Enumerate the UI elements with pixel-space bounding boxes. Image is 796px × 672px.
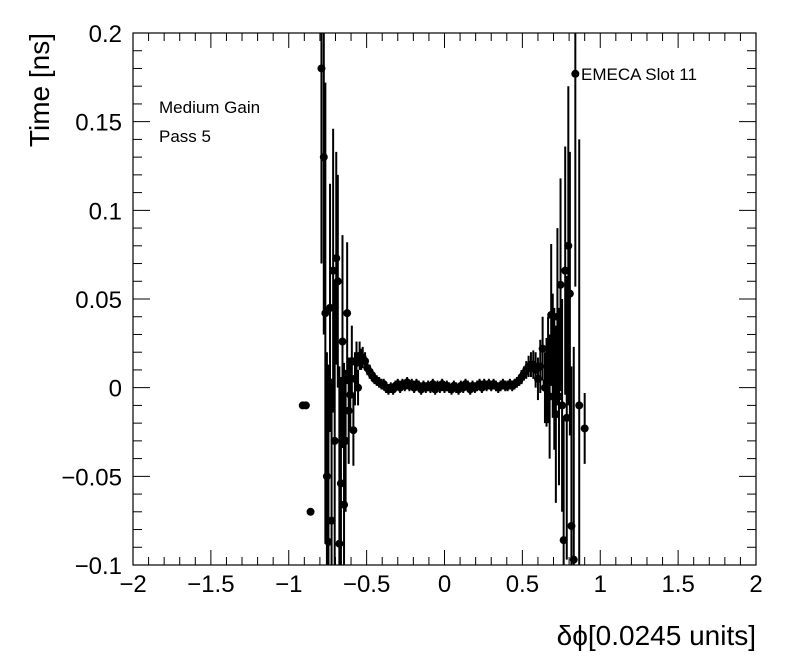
data-point bbox=[301, 401, 310, 410]
data-point bbox=[559, 536, 568, 545]
y-tick-label: 0.05 bbox=[75, 287, 122, 314]
data-point bbox=[575, 401, 584, 410]
data-point bbox=[332, 254, 341, 263]
x-axis-title: δϕ[0.0245 units] bbox=[557, 620, 756, 651]
data-point bbox=[349, 426, 358, 435]
data-point bbox=[336, 479, 345, 488]
y-tick-label: −0.1 bbox=[75, 553, 122, 580]
data-point bbox=[565, 289, 574, 298]
y-tick-label: 0 bbox=[109, 376, 122, 403]
data-point bbox=[551, 410, 560, 419]
data-point bbox=[335, 539, 344, 548]
y-tick-label: 0.2 bbox=[89, 21, 122, 48]
data-point bbox=[554, 392, 563, 401]
x-tick-label: 0.5 bbox=[506, 571, 539, 598]
x-tick-label: 1.5 bbox=[661, 571, 694, 598]
data-point bbox=[340, 500, 349, 509]
y-axis-title: Time [ns] bbox=[24, 33, 55, 147]
x-tick-label: −2 bbox=[119, 571, 146, 598]
data-point bbox=[354, 383, 363, 392]
data-point bbox=[306, 507, 315, 516]
x-tick-label: −1.5 bbox=[187, 571, 234, 598]
x-tick-label: −0.5 bbox=[343, 571, 390, 598]
data-point bbox=[321, 309, 330, 318]
data-point bbox=[326, 303, 335, 312]
data-point bbox=[319, 153, 328, 162]
data-point bbox=[344, 406, 353, 415]
data-point bbox=[330, 436, 339, 445]
x-tick-label: 0 bbox=[438, 571, 451, 598]
data-point bbox=[564, 241, 573, 250]
data-point bbox=[562, 413, 571, 422]
x-tick-label: 1 bbox=[594, 571, 607, 598]
data-point bbox=[569, 555, 578, 564]
data-point bbox=[538, 344, 547, 353]
data-point bbox=[329, 266, 338, 275]
x-tick-label: 2 bbox=[749, 571, 762, 598]
data-point bbox=[338, 337, 347, 346]
y-tick-label: 0.15 bbox=[75, 110, 122, 137]
data-point bbox=[558, 401, 567, 410]
data-point bbox=[571, 69, 580, 78]
data-point bbox=[561, 266, 570, 275]
data-point bbox=[324, 537, 333, 546]
data-point bbox=[556, 280, 565, 289]
data-points bbox=[298, 33, 589, 565]
plot-frame bbox=[132, 32, 757, 566]
data-point bbox=[333, 277, 342, 286]
data-point bbox=[545, 392, 554, 401]
data-point bbox=[327, 516, 336, 525]
y-tick-label: −0.05 bbox=[61, 464, 122, 491]
data-point bbox=[341, 436, 350, 445]
y-tick-labels: −0.1 −0.05 0 0.05 0.1 0.15 0.2 bbox=[61, 21, 122, 580]
data-point bbox=[343, 309, 352, 318]
data-point bbox=[580, 424, 589, 433]
data-point bbox=[322, 472, 331, 481]
y-tick-label: 0.1 bbox=[89, 198, 122, 225]
annotation-slot: EMECA Slot 11 bbox=[581, 65, 697, 84]
annotation-gain: Medium Gain bbox=[159, 98, 260, 117]
x-tick-labels: −2 −1.5 −1 −0.5 0 0.5 1 1.5 2 bbox=[119, 571, 762, 598]
annotation-pass: Pass 5 bbox=[159, 127, 211, 146]
x-tick-label: −1 bbox=[275, 571, 302, 598]
